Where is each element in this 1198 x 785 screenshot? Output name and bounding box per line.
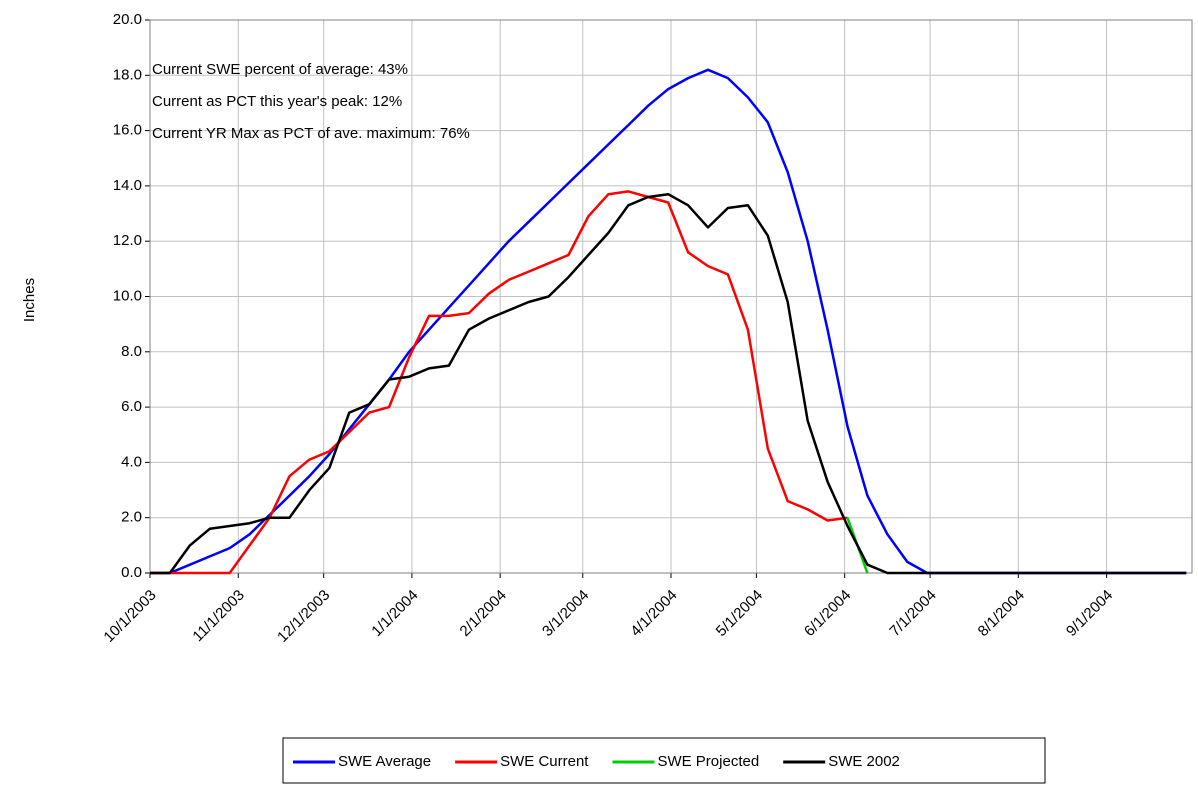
x-tick-label: 1/1/2004 [368,587,421,640]
y-tick-label: 14.0 [113,177,142,194]
legend-label: SWE Current [500,753,589,770]
x-tick-label: 11/1/2003 [189,587,247,645]
legend: SWE Average SWE Current SWE Projected SWE 2… [282,737,1046,784]
legend-label: SWE 2002 [828,753,900,770]
y-axis-label: Inches [21,278,38,322]
y-tick-label: 16.0 [113,122,142,139]
x-tick-label: 8/1/2004 [975,587,1028,640]
y-tick-label: 20.0 [113,11,142,28]
y-tick-label: 4.0 [121,453,142,470]
x-tick-label: 5/1/2004 [713,587,766,640]
x-tick-label: 6/1/2004 [801,587,854,640]
annotation: Current SWE percent of average: 43% [152,61,408,78]
x-tick-label: 9/1/2004 [1063,587,1116,640]
y-tick-label: 10.0 [113,287,142,304]
legend-box [282,737,1046,784]
series-line [150,192,1187,575]
legend-label: SWE Projected [657,753,759,770]
plot-frame [149,19,1193,574]
x-tick-label: 12/1/2003 [274,587,333,646]
annotation: Current YR Max as PCT of ave. maximum: 7… [152,125,470,142]
annotation: Current as PCT this year's peak: 12% [152,93,402,110]
x-tick-label: 7/1/2004 [886,587,939,640]
legend-label: SWE Average [338,753,431,770]
y-tick-label: 18.0 [113,66,142,83]
y-tick-label: 12.0 [113,232,142,249]
x-tick-label: 4/1/2004 [627,587,680,640]
series-line [150,190,848,575]
y-tick-label: 6.0 [121,398,142,415]
x-tick-label: 2/1/2004 [457,587,510,640]
y-tick-label: 0.0 [121,564,142,581]
x-tick-label: 3/1/2004 [539,587,592,640]
y-tick-label: 2.0 [121,509,142,526]
y-tick-label: 8.0 [121,343,142,360]
x-tick-label: 10/1/2003 [100,587,159,646]
